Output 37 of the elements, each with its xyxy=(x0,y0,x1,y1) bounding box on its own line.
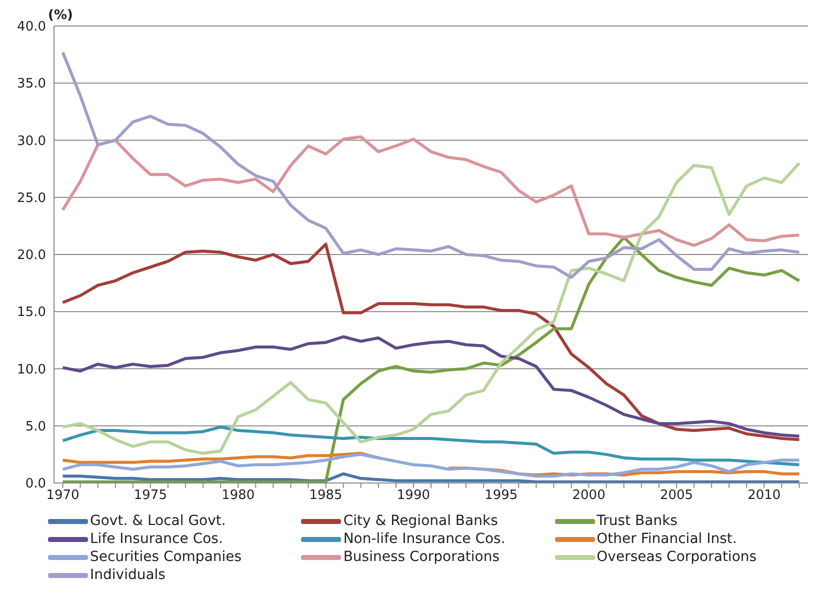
legend-label: Other Financial Inst. xyxy=(596,531,737,547)
y-tick-label: 0.0 xyxy=(25,476,46,492)
y-tick-label: 10.0 xyxy=(17,362,46,378)
x-tick-label: 1975 xyxy=(134,488,167,504)
legend-label: Business Corporations xyxy=(343,549,500,565)
y-tick-label: 20.0 xyxy=(17,248,46,264)
x-tick-label: 2010 xyxy=(748,488,781,504)
line-series xyxy=(61,50,801,279)
legend-label: Non-life Insurance Cos. xyxy=(343,531,506,547)
x-tick-label: 1980 xyxy=(222,488,255,504)
x-tick-label: 2005 xyxy=(660,488,694,504)
legend-label: Trust Banks xyxy=(596,513,678,529)
legend-label: Individuals xyxy=(90,567,166,583)
y-tick-label: 40.0 xyxy=(17,20,46,35)
line-series xyxy=(61,135,801,247)
x-tick-label: 2000 xyxy=(572,488,606,504)
y-axis-title: (%) xyxy=(48,8,73,23)
line-series xyxy=(61,242,801,442)
line-series xyxy=(61,426,801,466)
legend-label: Govt. & Local Govt. xyxy=(90,513,226,529)
legend-label: Overseas Corporations xyxy=(596,549,757,565)
line-series xyxy=(61,162,801,455)
legend-label: Securities Companies xyxy=(90,549,242,565)
x-tick-label: 1985 xyxy=(309,488,342,504)
legend-label: City & Regional Banks xyxy=(343,513,498,529)
y-tick-label: 5.0 xyxy=(25,419,46,434)
x-tick-label: 1970 xyxy=(46,488,80,504)
y-tick-label: 30.0 xyxy=(17,134,46,149)
x-tick-label: 1990 xyxy=(396,488,430,504)
x-tick-label: 1995 xyxy=(484,488,518,504)
line-series xyxy=(61,335,801,438)
line-series xyxy=(61,236,801,483)
y-tick-label: 15.0 xyxy=(17,305,46,320)
y-tick-label: 35.0 xyxy=(17,76,46,92)
line-series xyxy=(61,472,801,483)
y-tick-label: 25.0 xyxy=(17,190,46,206)
legend-label: Life Insurance Cos. xyxy=(90,531,223,547)
